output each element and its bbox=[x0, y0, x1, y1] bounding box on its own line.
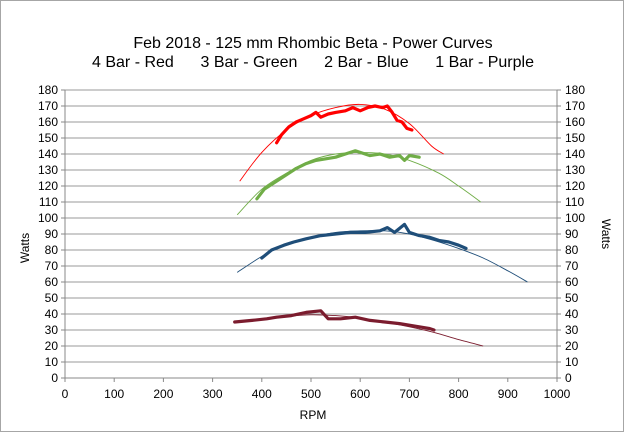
y-tick-label-right: 170 bbox=[565, 99, 585, 113]
y-tick-label-right: 10 bbox=[565, 355, 579, 369]
y-tick-label-right: 70 bbox=[565, 259, 579, 273]
y-tick-label-right: 80 bbox=[565, 243, 579, 257]
x-tick-label: 700 bbox=[399, 387, 419, 401]
y-axis-title-right: Watts bbox=[599, 219, 613, 249]
x-tick-label: 1000 bbox=[544, 387, 571, 401]
y-tick-label-left: 170 bbox=[38, 99, 58, 113]
trendline-2-bar bbox=[236, 230, 528, 283]
trendline-layer bbox=[236, 103, 528, 347]
series-line-1-bar bbox=[233, 309, 436, 332]
y-tick-label-left: 80 bbox=[45, 243, 59, 257]
x-tick-label: 600 bbox=[350, 387, 370, 401]
y-tick-label-right: 30 bbox=[565, 323, 579, 337]
y-tick-label-right: 100 bbox=[565, 211, 585, 225]
y-tick-label-right: 90 bbox=[565, 227, 579, 241]
y-tick-label-left: 140 bbox=[38, 147, 58, 161]
y-tick-label-left: 90 bbox=[45, 227, 59, 241]
y-tick-label-left: 70 bbox=[45, 259, 59, 273]
series-line-3-bar bbox=[255, 149, 421, 201]
y-tick-label-right: 130 bbox=[565, 163, 585, 177]
series-line-2-bar bbox=[260, 222, 468, 260]
y-tick-label-right: 150 bbox=[565, 131, 585, 145]
y-tick-label-left: 10 bbox=[45, 355, 59, 369]
y-tick-label-left: 150 bbox=[38, 131, 58, 145]
x-tick-label: 100 bbox=[104, 387, 124, 401]
x-tick-label: 800 bbox=[449, 387, 469, 401]
chart-title-line-2: 4 Bar - Red 3 Bar - Green 2 Bar - Blue 1… bbox=[92, 54, 534, 71]
x-tick-label: 300 bbox=[203, 387, 223, 401]
y-tick-label-right: 60 bbox=[565, 275, 579, 289]
y-tick-label-left: 110 bbox=[39, 195, 58, 209]
y-tick-label-right: 120 bbox=[565, 179, 585, 193]
y-tick-label-left: 50 bbox=[45, 291, 59, 305]
grid-layer bbox=[61, 89, 561, 382]
y-tick-label-left: 30 bbox=[45, 323, 59, 337]
y-tick-label-left: 160 bbox=[38, 115, 58, 129]
y-tick-label-right: 140 bbox=[565, 147, 585, 161]
series-layer bbox=[233, 104, 468, 332]
x-tick-label: 900 bbox=[498, 387, 518, 401]
y-tick-label-right: 110 bbox=[565, 195, 584, 209]
x-tick-label: 500 bbox=[301, 387, 321, 401]
y-axis-title-left: Watts bbox=[18, 233, 32, 263]
y-tick-label-right: 160 bbox=[565, 115, 585, 129]
x-axis-title: RPM bbox=[300, 408, 327, 422]
y-tick-label-left: 40 bbox=[45, 307, 59, 321]
x-tick-label: 200 bbox=[153, 387, 173, 401]
y-tick-label-right: 0 bbox=[565, 371, 572, 385]
x-tick-label: 0 bbox=[62, 387, 69, 401]
y-tick-label-right: 50 bbox=[565, 291, 579, 305]
y-tick-label-right: 40 bbox=[565, 307, 579, 321]
chart-title-line-1: Feb 2018 - 125 mm Rhombic Beta - Power C… bbox=[133, 35, 492, 52]
y-tick-label-left: 20 bbox=[45, 339, 59, 353]
y-tick-label-left: 130 bbox=[38, 163, 58, 177]
y-tick-label-right: 20 bbox=[565, 339, 579, 353]
y-tick-label-left: 60 bbox=[45, 275, 59, 289]
y-tick-label-right: 180 bbox=[565, 83, 585, 97]
y-tick-label-left: 180 bbox=[38, 83, 58, 97]
y-tick-label-left: 0 bbox=[51, 371, 58, 385]
trendline-4-bar bbox=[239, 103, 445, 182]
y-tick-label-left: 100 bbox=[38, 211, 58, 225]
y-tick-label-left: 120 bbox=[38, 179, 58, 193]
series-line-4-bar bbox=[275, 104, 414, 145]
x-tick-label: 400 bbox=[252, 387, 272, 401]
